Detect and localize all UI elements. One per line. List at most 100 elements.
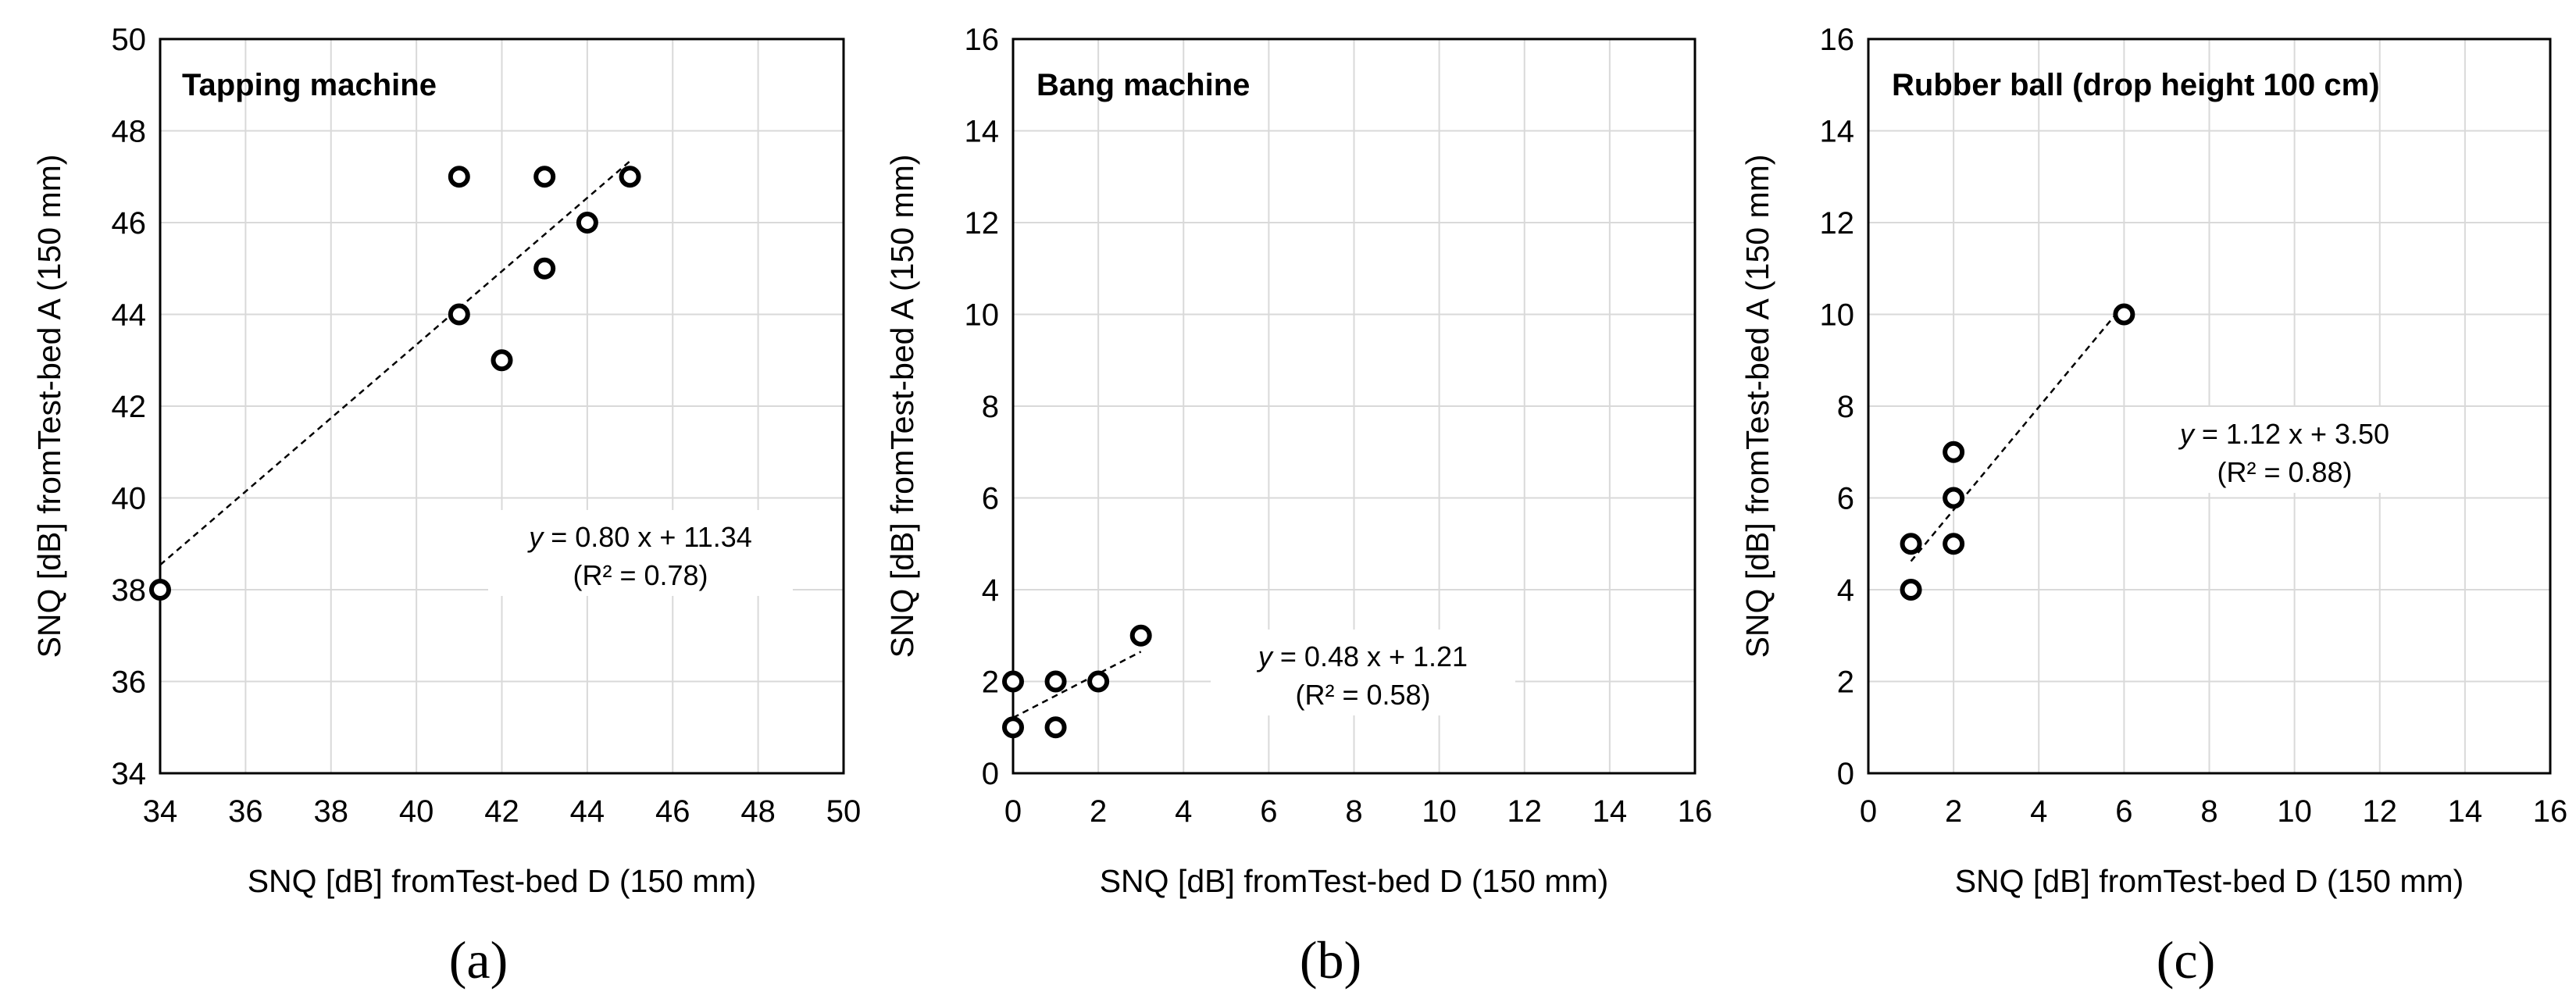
y-axis-label: SNQ [dB] fromTest-bed A (150 mm) bbox=[31, 155, 67, 658]
x-tick-label: 14 bbox=[1593, 794, 1628, 829]
y-axis-label: SNQ [dB] fromTest-bed A (150 mm) bbox=[884, 155, 920, 658]
x-axis-label: SNQ [dB] fromTest-bed D (150 mm) bbox=[1955, 863, 2464, 899]
chart-title: Tapping machine bbox=[182, 68, 437, 102]
y-tick-label: 2 bbox=[982, 665, 999, 700]
equation-y-symbol: y bbox=[526, 521, 544, 553]
data-point bbox=[1129, 624, 1152, 647]
data-point bbox=[1900, 533, 1922, 555]
x-tick-label: 48 bbox=[740, 794, 776, 829]
panel-label: (a) bbox=[449, 930, 508, 990]
x-tick-label: 4 bbox=[2030, 794, 2047, 829]
x-tick-label: 12 bbox=[2363, 794, 2398, 829]
equation-y-symbol: y bbox=[1256, 640, 1274, 672]
chart-panel-1: 34 36 38 40 42 44 46 48 50 34 36 38 40 42 44 46 48 50 SNQ … bbox=[31, 23, 861, 990]
trendline bbox=[159, 160, 631, 566]
chart-title: Rubber ball (drop height 100 cm) bbox=[1892, 68, 2380, 102]
data-point bbox=[1002, 670, 1024, 693]
y-tick-label: 0 bbox=[982, 757, 999, 791]
panel-label: (b) bbox=[1300, 930, 1361, 990]
y-tick-label: 6 bbox=[982, 482, 999, 516]
data-point bbox=[448, 303, 470, 326]
y-tick-label: 14 bbox=[965, 115, 1000, 149]
data-point bbox=[491, 349, 513, 372]
r-squared-label: (R² = 0.88) bbox=[2217, 456, 2352, 488]
x-tick-label: 14 bbox=[2448, 794, 2483, 829]
y-tick-label: 44 bbox=[112, 298, 147, 333]
y-tick-label: 46 bbox=[112, 206, 147, 241]
data-point bbox=[1044, 716, 1067, 739]
plot-area-frame bbox=[1011, 37, 1697, 775]
y-tick-label: 4 bbox=[1837, 573, 1854, 608]
x-tick-label: 16 bbox=[1678, 794, 1713, 829]
y-tick-label: 48 bbox=[112, 115, 147, 149]
x-tick-label: 2 bbox=[1945, 794, 1962, 829]
equation-background bbox=[2132, 407, 2437, 493]
data-point bbox=[1044, 670, 1067, 693]
x-tick-label: 42 bbox=[484, 794, 519, 829]
trendline bbox=[1910, 303, 2125, 562]
y-tick-label: 10 bbox=[965, 298, 1000, 333]
plot-area-frame bbox=[159, 37, 845, 775]
y-tick-label: 8 bbox=[1837, 390, 1854, 424]
r-squared-label: (R² = 0.78) bbox=[573, 559, 708, 591]
data-point bbox=[1943, 487, 1965, 509]
equation-background bbox=[488, 510, 793, 596]
equation-text: = 0.48 x + 1.21 bbox=[1272, 640, 1468, 672]
data-point bbox=[1900, 579, 1922, 601]
x-axis-label: SNQ [dB] fromTest-bed D (150 mm) bbox=[248, 863, 757, 899]
y-tick-label: 14 bbox=[1820, 115, 1855, 149]
y-tick-label: 8 bbox=[982, 390, 999, 424]
y-axis-label: SNQ [dB] fromTest-bed A (150 mm) bbox=[1739, 155, 1775, 658]
y-tick-label: 2 bbox=[1837, 665, 1854, 700]
y-tick-label: 16 bbox=[965, 23, 1000, 57]
data-point bbox=[533, 257, 556, 280]
data-point bbox=[149, 579, 171, 601]
x-tick-label: 46 bbox=[655, 794, 690, 829]
x-tick-label: 36 bbox=[228, 794, 263, 829]
x-tick-label: 4 bbox=[1175, 794, 1192, 829]
x-axis-label: SNQ [dB] fromTest-bed D (150 mm) bbox=[1100, 863, 1609, 899]
y-tick-label: 42 bbox=[112, 390, 147, 424]
x-tick-label: 0 bbox=[1860, 794, 1877, 829]
y-tick-label: 36 bbox=[112, 665, 147, 700]
r-squared-label: (R² = 0.58) bbox=[1295, 679, 1430, 711]
y-tick-label: 6 bbox=[1837, 482, 1854, 516]
x-tick-label: 10 bbox=[1422, 794, 1457, 829]
x-tick-label: 12 bbox=[1507, 794, 1543, 829]
data-point bbox=[448, 166, 470, 188]
data-point bbox=[619, 166, 641, 188]
y-tick-label: 16 bbox=[1820, 23, 1855, 57]
x-tick-label: 6 bbox=[1260, 794, 1277, 829]
x-tick-label: 34 bbox=[143, 794, 178, 829]
y-tick-label: 12 bbox=[965, 206, 1000, 241]
equation-text: = 1.12 x + 3.50 bbox=[2194, 418, 2389, 450]
data-point bbox=[1943, 441, 1965, 463]
y-tick-label: 12 bbox=[1820, 206, 1855, 241]
x-tick-label: 6 bbox=[2115, 794, 2132, 829]
y-tick-label: 34 bbox=[112, 757, 147, 791]
equation-y-symbol: y bbox=[2178, 418, 2196, 450]
x-tick-label: 8 bbox=[1345, 794, 1362, 829]
data-point bbox=[2113, 303, 2135, 326]
trendline-equation: y = 0.48 x + 1.21 bbox=[1256, 640, 1468, 672]
data-point bbox=[1002, 716, 1024, 739]
equation-background bbox=[1211, 630, 1515, 715]
y-tick-label: 0 bbox=[1837, 757, 1854, 791]
data-point bbox=[576, 212, 598, 234]
x-tick-label: 38 bbox=[314, 794, 349, 829]
y-tick-label: 38 bbox=[112, 573, 147, 608]
trendline bbox=[1012, 651, 1142, 719]
chart-title: Bang machine bbox=[1036, 68, 1250, 102]
panel-label: (c) bbox=[2157, 930, 2215, 990]
x-tick-label: 10 bbox=[2277, 794, 2312, 829]
chart-panel-3: 0 2 4 6 8 10 12 14 16 0 2 4 6 8 10 12 14 16 SNQ [dB] fromT… bbox=[1739, 23, 2567, 990]
chart-panel-2: 0 2 4 6 8 10 12 14 16 0 2 4 6 8 10 12 14 16 SNQ [dB] fromT… bbox=[884, 23, 1712, 990]
y-tick-label: 4 bbox=[982, 573, 999, 608]
x-tick-label: 8 bbox=[2200, 794, 2217, 829]
data-point bbox=[533, 166, 556, 188]
trendline-equation: y = 1.12 x + 3.50 bbox=[2178, 418, 2389, 450]
data-point bbox=[1943, 533, 1965, 555]
y-tick-label: 50 bbox=[112, 23, 147, 57]
x-tick-label: 40 bbox=[399, 794, 434, 829]
